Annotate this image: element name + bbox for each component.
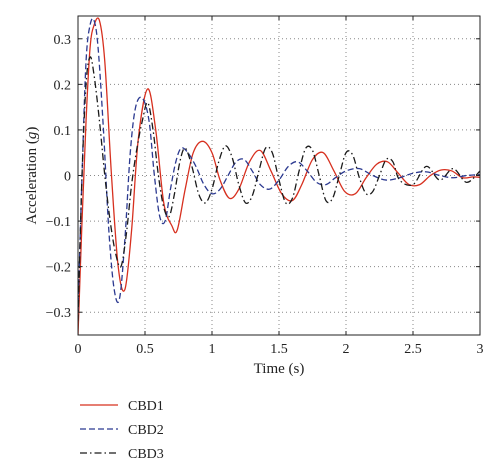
x-tick-label: 2: [343, 342, 350, 357]
x-tick-label: 1: [209, 342, 216, 357]
legend-label-cbd2: CBD2: [128, 423, 164, 438]
series-line-cbd3: [78, 56, 480, 322]
x-axis-label: Time (s): [254, 361, 305, 377]
y-axis-label-unit: g: [24, 131, 40, 139]
series-lines: [78, 17, 480, 335]
x-tick-label: 0.5: [136, 342, 154, 357]
y-tick-label: 0.1: [54, 124, 72, 139]
y-tick-label: −0.1: [46, 215, 71, 230]
x-tick-label: 2.5: [404, 342, 422, 357]
legend-label-cbd3: CBD3: [128, 447, 164, 462]
y-tick-label: −0.2: [46, 261, 71, 276]
y-tick-label: 0.2: [54, 78, 72, 93]
y-tick-label: −0.3: [46, 306, 71, 321]
grid: [78, 16, 480, 335]
y-axis-label: Acceleration (g): [24, 127, 40, 225]
y-tick-label: 0.3: [54, 33, 72, 48]
axis-ticks: 0 0.5 1 1.5 2 2.5 3 −0.3 −0.2 −0.1 0 0.1 0.2 0.3: [46, 16, 484, 357]
x-tick-label: 1.5: [270, 342, 288, 357]
y-axis-label-main: Acceleration (: [24, 139, 40, 224]
legend-label-cbd1: CBD1: [128, 399, 164, 414]
x-tick-label: 3: [477, 342, 484, 357]
legend: CBD1 CBD2 CBD3: [80, 399, 164, 462]
series-line-cbd2: [78, 17, 480, 313]
y-tick-label: 0: [64, 170, 71, 185]
series-line-cbd1: [78, 17, 480, 335]
y-axis-label-close: ): [24, 127, 40, 132]
x-tick-label: 0: [75, 342, 82, 357]
